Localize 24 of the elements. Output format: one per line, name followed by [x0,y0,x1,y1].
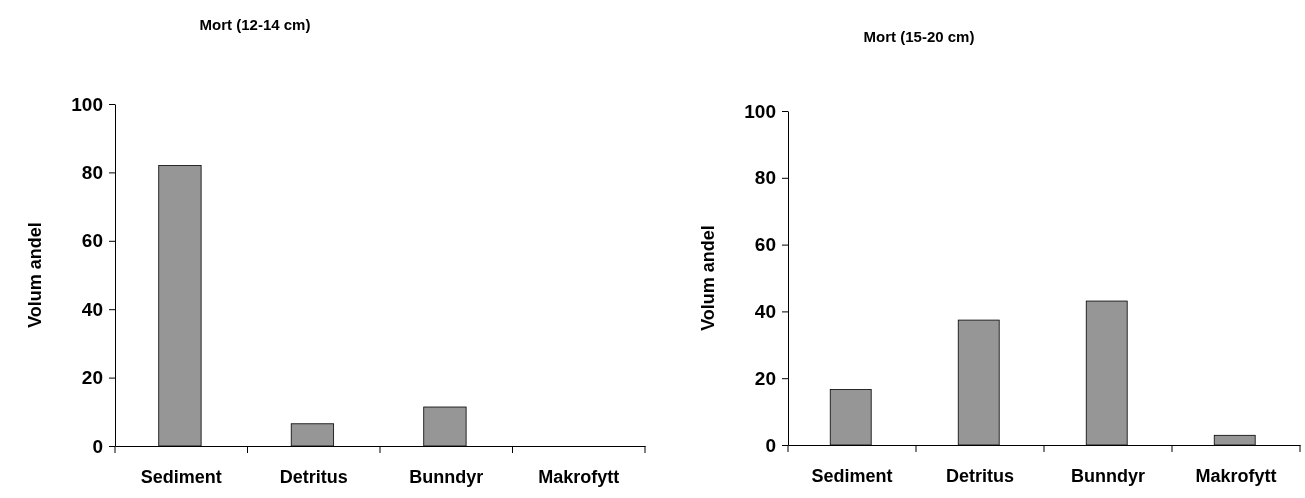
y-tick-label: 0 [92,435,103,457]
y-tick-label: 0 [765,434,776,456]
y-tick-label: 100 [744,100,776,122]
y-tick-label: 20 [754,367,776,389]
y-tick-label: 80 [754,167,776,189]
x-tick-label: Bunndyr [1071,466,1145,487]
y-tick-label: 40 [754,300,776,322]
x-tick-label: Detritus [279,467,348,488]
chart-title: Mort (15-20 cm) [863,28,975,45]
x-tick-label: Bunndyr [409,467,484,488]
chart-title: Mort (12-14 cm) [199,16,311,33]
x-tick-label: Makrofytt [1195,466,1277,487]
x-tick-label: Sediment [140,467,222,488]
y-axis-title: Volum andel [25,222,45,328]
x-tick-label: Sediment [811,466,893,487]
x-tick-label: Makrofytt [538,467,620,488]
y-tick-label: 80 [81,161,103,183]
y-axis-title: Volum andel [698,225,718,331]
x-tick-label: Detritus [945,466,1015,487]
y-tick-label: 100 [71,93,103,115]
y-tick-label: 40 [81,298,103,320]
y-tick-label: 60 [81,230,103,252]
y-tick-label: 60 [754,234,776,256]
y-tick-label: 20 [81,367,103,389]
